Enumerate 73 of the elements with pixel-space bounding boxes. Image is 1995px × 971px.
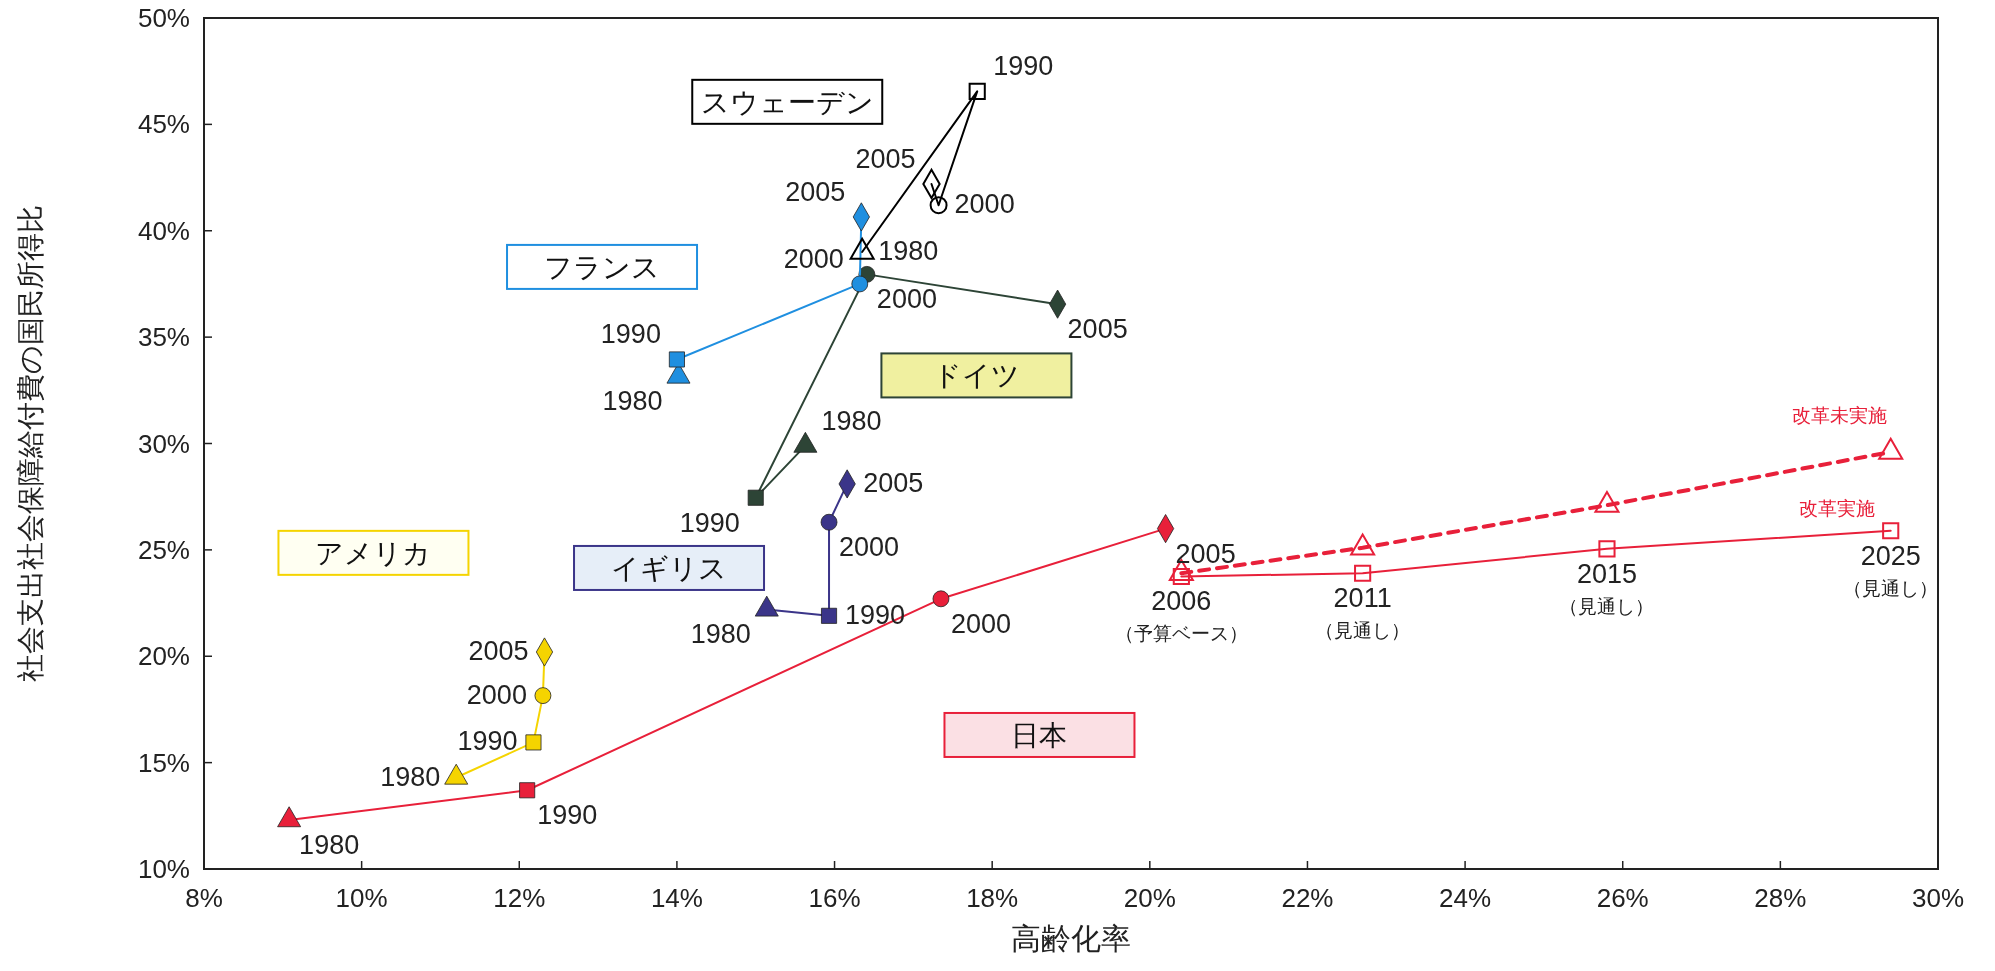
y-tick-label: 25% bbox=[137, 534, 190, 565]
x-tick-label: 22% bbox=[1281, 883, 1334, 913]
y-tick-label: 40% bbox=[137, 215, 190, 246]
point bbox=[1354, 564, 1372, 582]
y-tick-label: 45% bbox=[137, 109, 190, 140]
y-tick-label: 10% bbox=[137, 854, 190, 884]
point bbox=[668, 351, 685, 368]
series-label: 改革実施 bbox=[1798, 497, 1875, 519]
annotation: 1990 bbox=[537, 800, 598, 831]
x-axis-title: 高齢化率 bbox=[1011, 922, 1131, 955]
annotation: 2011 （見通し） bbox=[1315, 583, 1411, 642]
y-tick-label: 50% bbox=[137, 3, 190, 33]
point bbox=[1882, 522, 1900, 540]
point bbox=[851, 275, 869, 293]
y-axis-title: 社会支出社会保障給付費の国民所得比 bbox=[15, 205, 46, 682]
annotation: 1980 bbox=[602, 386, 663, 417]
annotation: 2000 bbox=[466, 679, 527, 710]
point bbox=[820, 513, 838, 531]
annotation: 1980 bbox=[821, 405, 882, 436]
annotation: 2005 bbox=[1067, 314, 1128, 345]
annotation: 1990 bbox=[845, 599, 906, 630]
point bbox=[821, 607, 838, 624]
annotation: 2000 bbox=[839, 532, 900, 563]
x-tick-label: 24% bbox=[1439, 883, 1492, 913]
point bbox=[1598, 540, 1616, 558]
text: フランス bbox=[544, 251, 661, 283]
point bbox=[534, 687, 552, 704]
x-tick-label: 14% bbox=[650, 883, 703, 913]
annotation: 2005 bbox=[855, 143, 916, 174]
annotation: 1980 bbox=[380, 761, 441, 792]
annotation: 1990 bbox=[679, 507, 740, 538]
annotation: 2000 bbox=[876, 284, 937, 315]
x-tick-label: 26% bbox=[1596, 883, 1649, 913]
annotation: 2005 bbox=[785, 176, 846, 207]
annotation: 2000 bbox=[783, 243, 844, 274]
point bbox=[747, 489, 764, 506]
point bbox=[519, 782, 536, 799]
text: ドイツ bbox=[932, 360, 1020, 392]
text: 日本 bbox=[1011, 719, 1068, 751]
annotation: 2005 bbox=[468, 635, 529, 666]
x-tick-label: 16% bbox=[808, 883, 861, 913]
annotation: 2015 （見通し） bbox=[1559, 558, 1655, 617]
y-tick-label: 30% bbox=[137, 428, 190, 459]
point bbox=[525, 734, 542, 751]
text: スウェーデン bbox=[700, 86, 874, 118]
annotation: 1990 bbox=[600, 319, 661, 350]
annotation: 1990 bbox=[457, 726, 518, 757]
y-tick-label: 20% bbox=[137, 641, 190, 672]
annotation: 1990 bbox=[993, 51, 1054, 82]
annotation: 2025 （見通し） bbox=[1843, 540, 1939, 599]
annotation: 2006 （予算ベース） bbox=[1114, 586, 1248, 645]
x-tick-label: 18% bbox=[966, 883, 1019, 913]
series-label: イギリス bbox=[611, 552, 728, 584]
annotation: 2000 bbox=[950, 608, 1012, 639]
x-tick-label: 8% bbox=[185, 883, 223, 913]
series-label: 改革未実施 bbox=[1791, 405, 1887, 427]
x-tick-label: 12% bbox=[493, 883, 546, 913]
point bbox=[932, 590, 950, 608]
point bbox=[968, 82, 986, 100]
y-tick-label: 15% bbox=[137, 747, 190, 778]
x-tick-label: 10% bbox=[335, 883, 388, 913]
annotation: 1980 bbox=[690, 619, 751, 650]
annotation: 1980 bbox=[299, 830, 360, 861]
annotation: 2005 bbox=[1175, 538, 1236, 569]
annotation: 1980 bbox=[878, 236, 939, 267]
x-tick-label: 30% bbox=[1911, 883, 1965, 913]
annotation: 2000 bbox=[954, 189, 1015, 220]
annotation: 2005 bbox=[863, 467, 924, 498]
point bbox=[929, 196, 948, 215]
x-tick-label: 28% bbox=[1754, 883, 1807, 913]
text: アメリカ bbox=[315, 537, 432, 569]
y-tick-label: 35% bbox=[137, 322, 190, 353]
x-tick-label: 20% bbox=[1123, 883, 1176, 913]
